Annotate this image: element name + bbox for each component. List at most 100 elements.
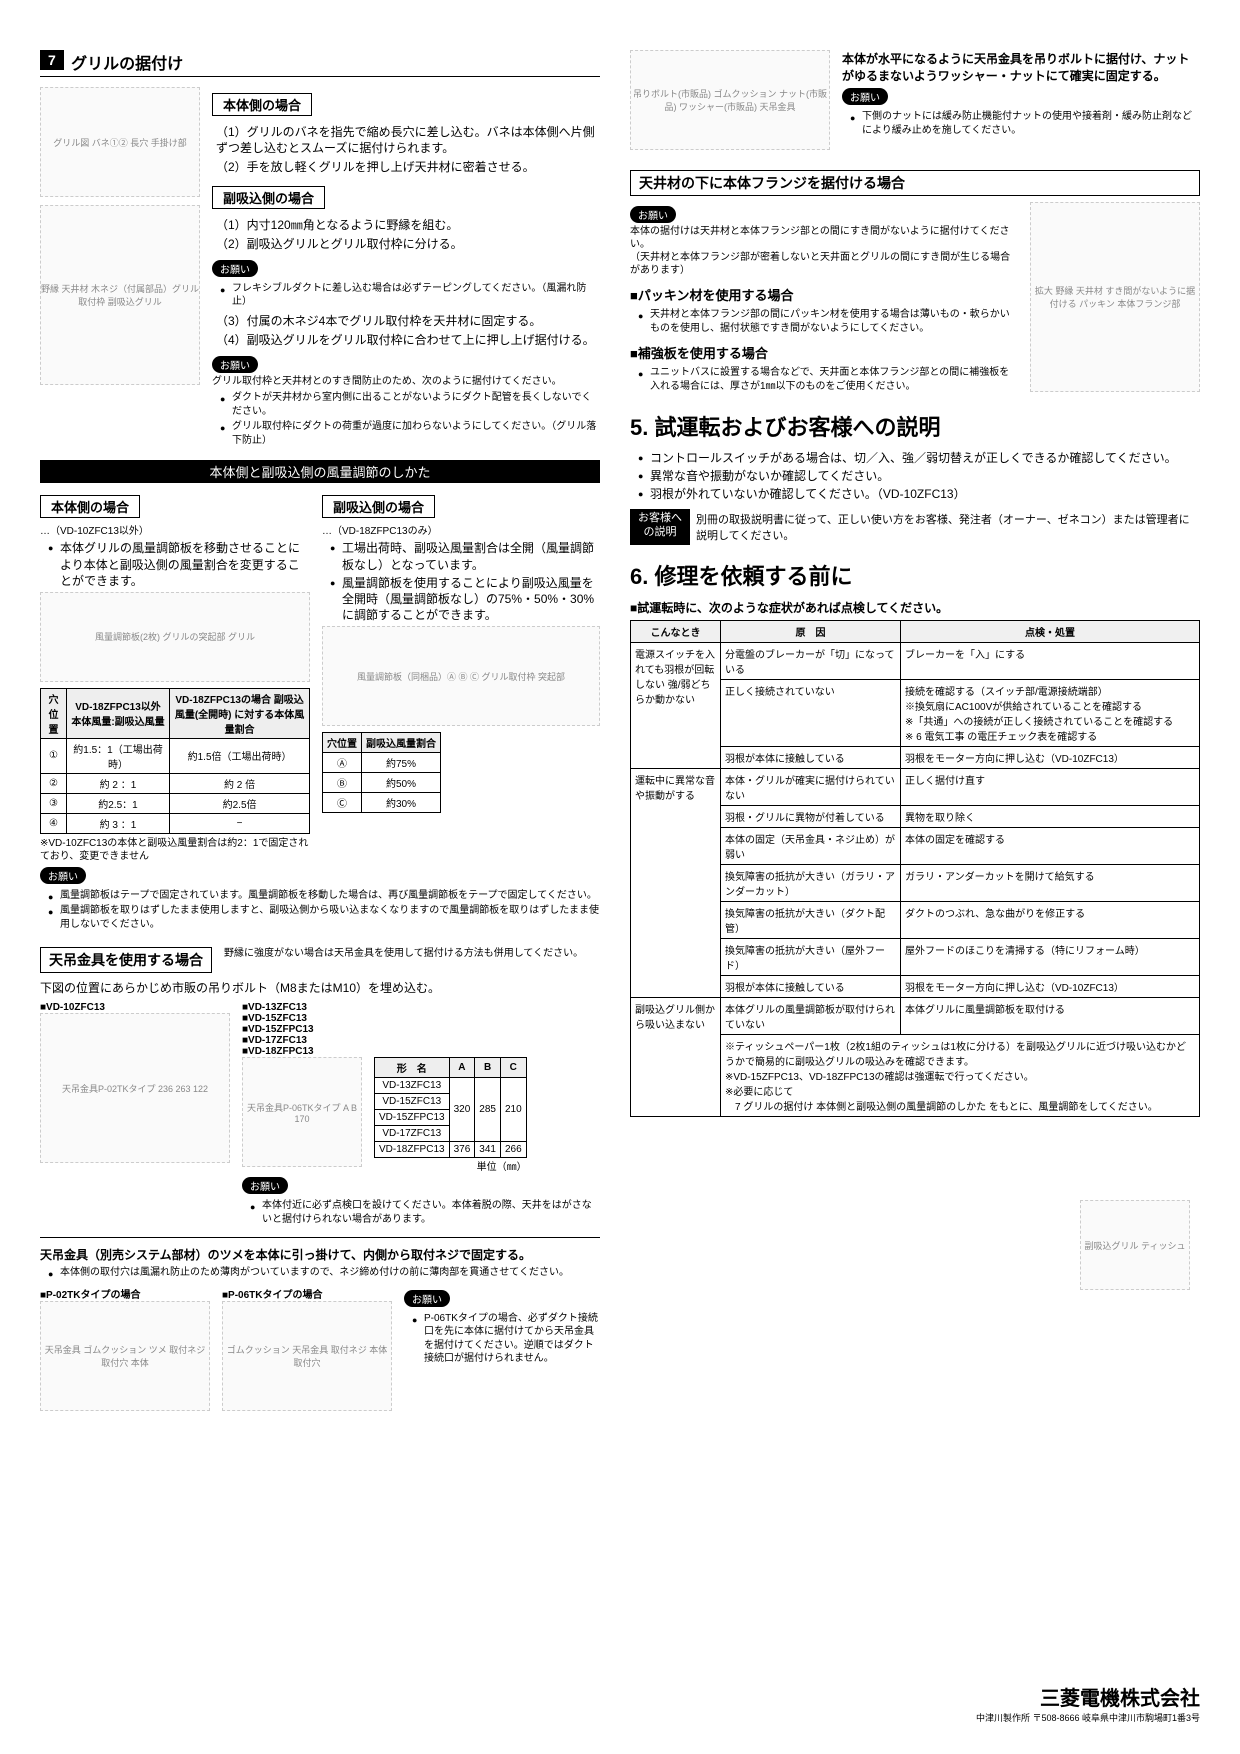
customer-text: 別冊の取扱説明書に従って、正しい使い方をお客様、発注者（オーナー、ゼネコン）また… [690,509,1200,545]
sec6-lead: ■試運転時に、次のような症状があれば点検してください。 [630,599,1200,616]
sub-case-steps2: （3）付属の木ネジ4本でグリル取付枠を天井材に固定する。 （4）副吸込グリルをグ… [212,313,600,348]
step: （2）手を放し軽くグリルを押し上げ天井材に密着させる。 [216,159,600,175]
dim-diagram-right: 天吊金具P-06TKタイプ A B 170 [242,1057,362,1167]
item: 工場出荷時、副吸込風量割合は全開（風量調節板なし）となっています。 [330,540,600,572]
item: ダクトが天井材から室内側に出ることがないようにダクト配管を長くしないでください。 [220,391,600,418]
adj-sub-bul: 工場出荷時、副吸込風量割合は全開（風量調節板なし）となっています。 風量調節板を… [322,540,600,623]
onegai3-list: 風量調節板はテープで固定されています。風量調節板を移動した場合は、再び風量調節板… [40,889,600,932]
th: 穴位置 [41,688,67,738]
onegai-pill: お願い [212,356,258,373]
sec7-title: グリルの据付け [71,50,183,74]
item: P-06TKタイプの場合、必ずダクト接続口を先に本体に据付けてから天吊金具を据付… [412,1312,600,1366]
item: 風量調節板を取りはずしたまま使用しますと、副吸込側から吸い込まなくなりますので風… [48,904,600,931]
step: （2）副吸込グリルとグリル取付枠に分ける。 [216,236,600,252]
onegai-pill: お願い [404,1290,450,1307]
step: （1）内寸120㎜角となるように野縁を組む。 [216,217,600,233]
onegai-pill: お願い [242,1177,288,1194]
dim-diagram-left: 天吊金具P-02TKタイプ 236 263 122 [40,1013,230,1163]
item: ユニットバスに設置する場合などで、天井面と本体フランジ部との間に補強板を入れる場… [638,366,1018,393]
item: グリル取付枠にダクトの荷重が過度に加わらないようにしてください。（グリル落下防止… [220,420,600,447]
sec6-title: 6. 修理を依頼する前に [630,559,1200,591]
sec7-num: 7 [40,50,64,70]
bolt-diagram: 吊りボルト(市販品) ゴムクッション ナット(市販品) ワッシャー(市販品) 天… [630,50,830,150]
onegai-list: フレキシブルダクトに差し込む場合は必ずテーピングしてください。（風漏れ防止） [212,282,600,309]
right-top-text: 本体が水平になるように天吊金具を吊りボルトに据付け、ナットがゆるまないようワッシ… [842,50,1200,84]
table2: 穴位置副吸込風量割合 Ⓐ約75% Ⓑ約50% Ⓒ約30% [322,732,441,813]
footer: 三菱電機株式会社 中津川製作所 〒508-8666 岐阜県中津川市駒場町1番3号 [976,1682,1200,1724]
item: 本体グリルの風量調節板を移動させることにより本体と副吸込側の風量割合を変更するこ… [48,540,310,589]
adj-main-label: 本体側の場合 [40,495,140,518]
th: こんなとき [631,620,721,642]
item: 風量調節板はテープで固定されています。風量調節板を移動した場合は、再び風量調節板… [48,889,600,903]
p02-diagram: 天吊金具 ゴムクッション ツメ 取付ネジ 取付穴 本体 [40,1301,210,1411]
onegai-pill: お願い [842,88,888,105]
step: （1）グリルのバネを指先で縮め長穴に差し込む。バネは本体側へ片側ずつ差し込むとス… [216,124,600,156]
onegai2-list: ダクトが天井材から室内側に出ることがないようにダクト配管を長くしないでください。… [212,391,600,447]
ceiling-hang-text: 下図の位置にあらかじめ市販の吊りボルト（M8またはM10）を埋め込む。 [40,979,600,996]
ceiling-hang-note: 野縁に強度がない場合は天吊金具を使用して据付ける方法も併用してください。 [224,947,583,960]
addr: 中津川製作所 〒508-8666 岐阜県中津川市駒場町1番3号 [976,1711,1200,1724]
th: VD-18ZFPC13の場合 副吸込風量(全開時) に対する本体風量割合 [170,688,310,738]
onegai4-list: 本体付近に必ず点検口を設けてください。本体着脱の際、天井をはがさないと据付けられ… [242,1199,600,1226]
adj-sub-label: 副吸込側の場合 [322,495,435,518]
sub-case-label: 副吸込側の場合 [212,186,325,209]
adjust-bar: 本体側と副吸込側の風量調節のしかた [40,460,600,483]
reinforce-h: ■補強板を使用する場合 [630,343,1018,362]
item: 下側のナットには緩み防止機能付ナットの使用や接着剤・緩み防止剤などにより緩み止め… [850,110,1200,137]
th: 点検・処置 [901,620,1200,642]
item: 本体側の取付穴は風漏れ防止のため薄肉がついていますので、ネジ締め付けの前に薄肉部… [48,1266,600,1280]
company: 三菱電機株式会社 [976,1682,1200,1711]
onegai-pill: お願い [40,867,86,884]
th: VD-18ZFPC13以外 本体風量:副吸込風量 [66,688,169,738]
onegai-pill: お願い [630,206,676,223]
p06-label: ■P-06TKタイプの場合 [222,1286,392,1301]
item: 風量調節板を使用することにより副吸込風量を全開時（風量調節板なし）の75%・50… [330,575,600,624]
p02-label: ■P-02TKタイプの場合 [40,1286,210,1301]
onegai2-text: グリル取付枠と天井材とのすき間防止のため、次のように据付けてください。 [212,375,600,388]
adj-sub-note: …（VD-18ZFPC13のみ） [322,522,600,537]
adj-main-bul: 本体グリルの風量調節板を移動させることにより本体と副吸込側の風量割合を変更するこ… [40,540,310,589]
tissue-diagram: 副吸込グリル ティッシュ [1080,1200,1190,1290]
step: （3）付属の木ネジ4本でグリル取付枠を天井材に固定する。 [216,313,600,329]
hang-bold: 天吊金具（別売システム部材）のツメを本体に引っ掛けて、内側から取付ネジで固定する… [40,1246,600,1263]
onegai5-list: P-06TKタイプの場合、必ずダクト接続口を先に本体に据付けてから天吊金具を据付… [404,1312,600,1366]
step: （4）副吸込グリルをグリル取付枠に合わせて上に押し上げ据付ける。 [216,332,600,348]
item: 羽根が外れていないか確認してください。（VD-10ZFC13） [638,486,1200,502]
hang-list: 本体側の取付穴は風漏れ防止のため薄肉がついていますので、ネジ締め付けの前に薄肉部… [40,1266,600,1280]
sub-case-steps: （1）内寸120㎜角となるように野縁を組む。 （2）副吸込グリルとグリル取付枠に… [212,217,600,252]
customer-label: お客様への説明 [630,509,690,545]
table1-note: ※VD-10ZFC13の本体と副吸込風量割合は約2：1で固定されており、変更でき… [40,837,310,863]
sec5-title: 5. 試運転およびお客様への説明 [630,410,1200,442]
adj-sub-diagram: 風量調節板（同梱品）Ⓐ Ⓑ Ⓒ グリル取付枠 突起部 [322,626,600,726]
flange-text: 本体の据付けは天井材と本体フランジ部との間にすき間がないように据付けてください。… [630,225,1018,277]
flange-diagram: 拡大 野縁 天井材 すき間がないように据付ける パッキン 本体フランジ部 [1030,202,1200,392]
trouble-table: こんなとき 原 因 点検・処置 電源スイッチを入れても羽根が回転しない 強/弱ど… [630,620,1200,1117]
item: 天井材と本体フランジ部の間にパッキン材を使用する場合は薄いもの・軟らかいものを使… [638,308,1018,335]
table1: 穴位置VD-18ZFPC13以外 本体風量:副吸込風量VD-18ZFPC13の場… [40,688,310,834]
ceiling-hang-title: 天吊金具を使用する場合 [40,947,212,973]
dim-unit: 単位（㎜） [374,1158,527,1173]
th: 原 因 [721,620,901,642]
grille-diagram-2: 野縁 天井材 木ネジ（付属部品）グリル取付枠 副吸込グリル [40,205,200,385]
item: 本体付近に必ず点検口を設けてください。本体着脱の際、天井をはがさないと据付けられ… [250,1199,600,1226]
onegai-top-list: 下側のナットには緩み防止機能付ナットの使用や接着剤・緩み防止剤などにより緩み止め… [842,110,1200,137]
sec5-items: コントロールスイッチがある場合は、切／入、強／弱切替えが正しくできるか確認してく… [630,450,1200,503]
grille-diagram-1: グリル図 バネ①② 長穴 手掛け部 [40,87,200,197]
item: コントロールスイッチがある場合は、切／入、強／弱切替えが正しくできるか確認してく… [638,450,1200,466]
item: フレキシブルダクトに差し込む場合は必ずテーピングしてください。（風漏れ防止） [220,282,600,309]
model-left: ■VD-10ZFC13 [40,1002,230,1013]
packing-list: 天井材と本体フランジ部の間にパッキン材を使用する場合は薄いもの・軟らかいものを使… [630,308,1018,335]
reinforce-list: ユニットバスに設置する場合などで、天井面と本体フランジ部との間に補強板を入れる場… [630,366,1018,393]
onegai-pill: お願い [212,260,258,277]
dim-table: 形 名ABC VD-13ZFC13320285210 VD-15ZFC13 VD… [374,1057,527,1158]
item: 異常な音や振動がないか確認してください。 [638,468,1200,484]
flange-title: 天井材の下に本体フランジを据付ける場合 [630,170,1200,196]
packing-h: ■パッキン材を使用する場合 [630,285,1018,304]
p06-diagram: ゴムクッション 天吊金具 取付ネジ 本体 取付穴 [222,1301,392,1411]
adj-main-diagram: 風量調節板(2枚) グリルの突起部 グリル [40,592,310,682]
adj-main-note: …（VD-10ZFC13以外） [40,522,310,537]
sec7-header: 7 グリルの据付け [40,50,600,77]
model-right: ■VD-13ZFC13 ■VD-15ZFC13 ■VD-15ZFPC13 ■VD… [242,1002,600,1057]
main-case-label: 本体側の場合 [212,93,312,116]
main-case-steps: （1）グリルのバネを指先で縮め長穴に差し込む。バネは本体側へ片側ずつ差し込むとス… [212,124,600,176]
